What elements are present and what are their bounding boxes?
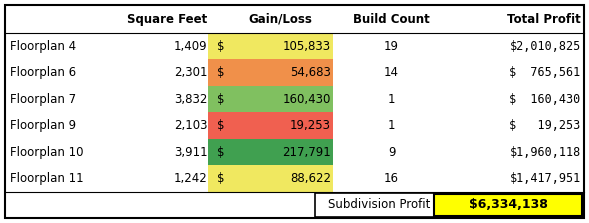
Text: 217,791: 217,791 (282, 146, 331, 159)
Text: Build Count: Build Count (353, 13, 430, 26)
Text: Floorplan 9: Floorplan 9 (11, 119, 77, 132)
Text: 1: 1 (388, 93, 395, 106)
Text: $: $ (217, 40, 224, 53)
Text: $: $ (217, 66, 224, 79)
Text: Floorplan 10: Floorplan 10 (11, 146, 84, 159)
Text: 1,409: 1,409 (174, 40, 207, 53)
Text: 88,622: 88,622 (290, 172, 331, 185)
FancyBboxPatch shape (315, 193, 582, 217)
Text: $  765,561: $ 765,561 (509, 66, 581, 79)
Text: $: $ (217, 146, 224, 159)
Text: Floorplan 7: Floorplan 7 (11, 93, 77, 106)
Text: 2,103: 2,103 (174, 119, 207, 132)
Text: Total Profit: Total Profit (507, 13, 581, 26)
Text: $6,334,138: $6,334,138 (469, 198, 547, 211)
Text: $: $ (217, 93, 224, 106)
Text: 19,253: 19,253 (290, 119, 331, 132)
Text: $2,010,825: $2,010,825 (509, 40, 581, 53)
Text: 3,911: 3,911 (174, 146, 207, 159)
Text: 9: 9 (388, 146, 395, 159)
Text: 1: 1 (388, 119, 395, 132)
Text: $: $ (217, 119, 224, 132)
Text: $   19,253: $ 19,253 (509, 119, 581, 132)
Text: Floorplan 6: Floorplan 6 (11, 66, 77, 79)
Text: Square Feet: Square Feet (127, 13, 207, 26)
FancyBboxPatch shape (209, 86, 333, 112)
FancyBboxPatch shape (209, 139, 333, 165)
Text: 105,833: 105,833 (283, 40, 331, 53)
FancyBboxPatch shape (5, 5, 584, 218)
Text: Floorplan 11: Floorplan 11 (11, 172, 84, 185)
Text: 16: 16 (384, 172, 399, 185)
Text: 160,430: 160,430 (283, 93, 331, 106)
FancyBboxPatch shape (209, 33, 333, 60)
Text: Subdivision Profit: Subdivision Profit (328, 198, 431, 211)
Text: $  160,430: $ 160,430 (509, 93, 581, 106)
FancyBboxPatch shape (209, 165, 333, 192)
Text: 14: 14 (384, 66, 399, 79)
Text: $1,960,118: $1,960,118 (509, 146, 581, 159)
Text: $1,417,951: $1,417,951 (509, 172, 581, 185)
Text: $: $ (217, 172, 224, 185)
Text: Floorplan 4: Floorplan 4 (11, 40, 77, 53)
Text: 2,301: 2,301 (174, 66, 207, 79)
FancyBboxPatch shape (434, 194, 582, 216)
Text: 1,242: 1,242 (174, 172, 207, 185)
Text: 3,832: 3,832 (174, 93, 207, 106)
Text: 54,683: 54,683 (290, 66, 331, 79)
FancyBboxPatch shape (209, 60, 333, 86)
Text: 19: 19 (384, 40, 399, 53)
FancyBboxPatch shape (209, 112, 333, 139)
Text: Gain/Loss: Gain/Loss (249, 13, 313, 26)
